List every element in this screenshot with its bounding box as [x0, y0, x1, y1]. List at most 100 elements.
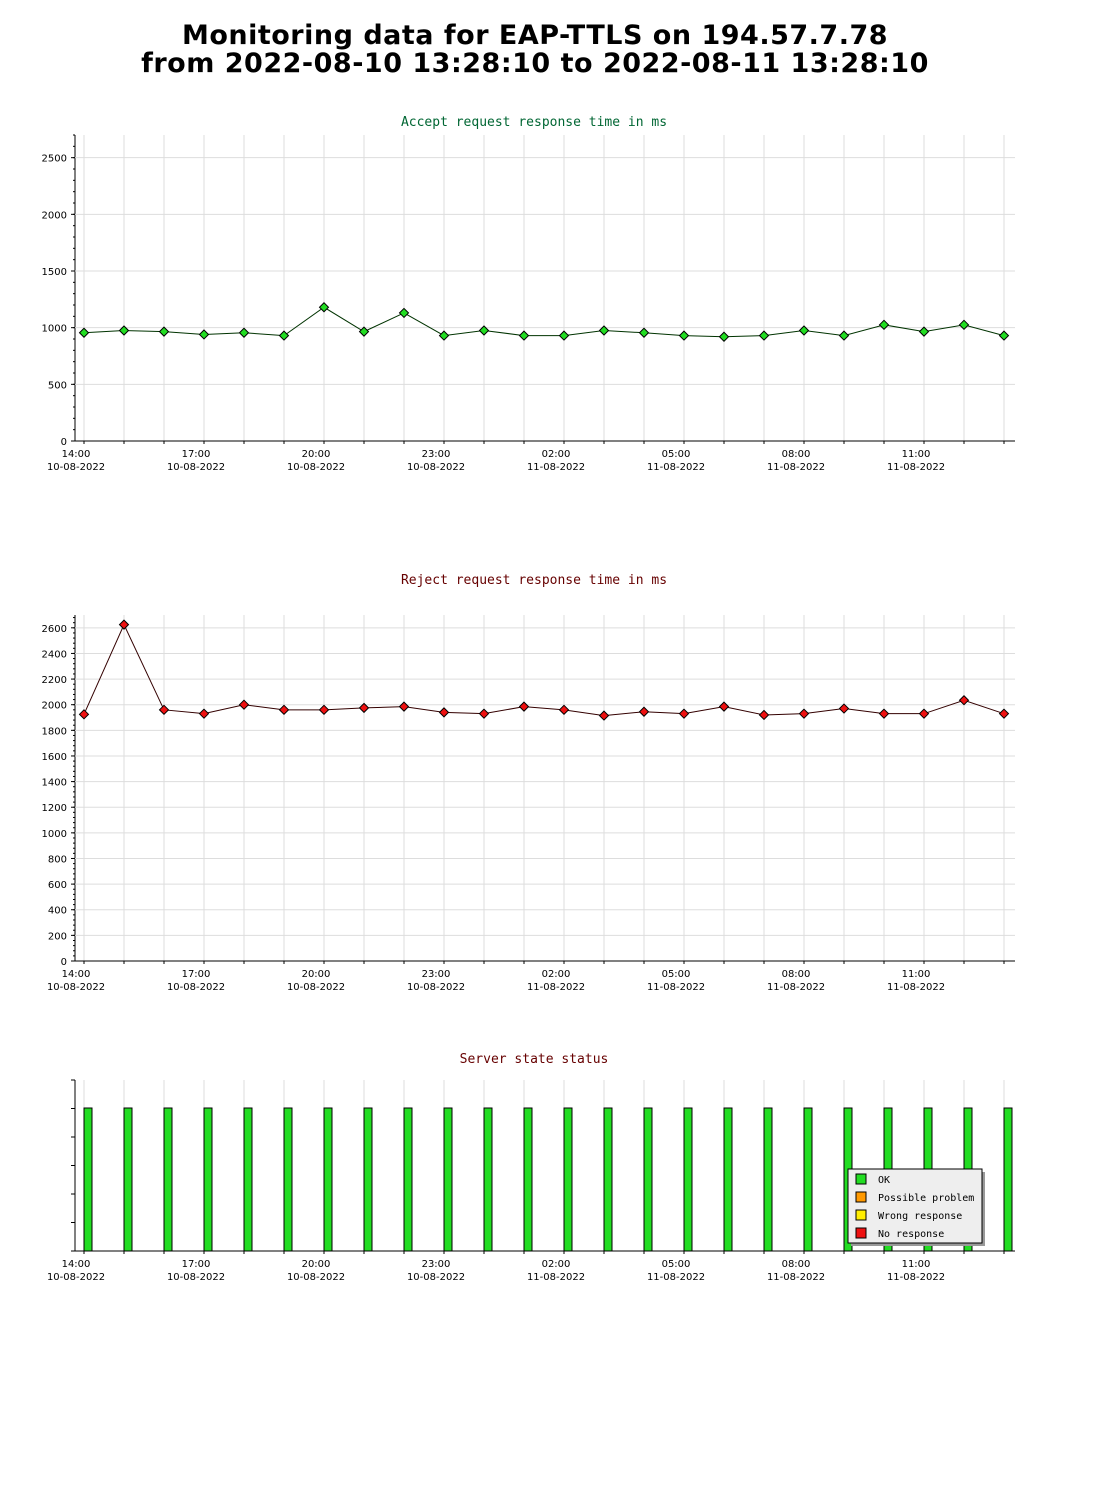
- chart-1-x-label-date: 11-08-2022: [527, 982, 585, 993]
- chart-1-x-label-time: 17:00: [182, 969, 211, 980]
- chart-0-point: [78, 327, 90, 338]
- chart-1-point: [398, 701, 410, 712]
- chart-2-x-label-date: 10-08-2022: [47, 1272, 105, 1283]
- chart-1-y-label: 1000: [42, 829, 67, 840]
- chart-0-x-label-time: 23:00: [422, 449, 451, 460]
- chart-1-point: [758, 709, 770, 721]
- chart-1-x-label-date: 10-08-2022: [407, 982, 465, 993]
- chart-2-x-label-time: 20:00: [302, 1259, 331, 1270]
- chart-1-x-label-date: 10-08-2022: [47, 982, 105, 993]
- chart-1-title: Reject request response time in ms: [401, 573, 667, 588]
- chart-1-x-label-date: 11-08-2022: [887, 982, 945, 993]
- chart-1-point: [638, 706, 650, 717]
- chart-1-y-label: 800: [48, 854, 67, 865]
- chart-0-point: [678, 330, 690, 341]
- chart-0-x-label-time: 02:00: [542, 449, 571, 460]
- chart-1-point: [198, 708, 210, 719]
- chart-1-x-label-time: 02:00: [542, 969, 571, 980]
- chart-1-y-label: 2200: [42, 675, 67, 686]
- chart-2-x-label-time: 11:00: [902, 1259, 931, 1270]
- chart-1-y-label: 1400: [42, 778, 67, 789]
- chart-1-point: [158, 704, 170, 716]
- chart-1-point: [238, 699, 250, 710]
- chart-0-point: [638, 327, 650, 338]
- chart-2-bar: [203, 1107, 213, 1252]
- chart-2-x-label-time: 23:00: [422, 1259, 451, 1270]
- chart-0-point: [918, 326, 930, 337]
- chart-1-point: [558, 704, 570, 716]
- chart-2-bar: [363, 1107, 373, 1252]
- chart-1-point: [878, 708, 890, 719]
- chart-1-point: [118, 619, 130, 630]
- chart-2-bar: [683, 1107, 693, 1252]
- chart-1-y-label: 200: [48, 931, 67, 942]
- chart-0-point: [398, 307, 410, 319]
- chart-2-x-label-time: 17:00: [182, 1259, 211, 1270]
- chart-2-title: Server state status: [460, 1052, 609, 1067]
- chart-2-x-label-date: 10-08-2022: [167, 1272, 225, 1283]
- page-title-line1: Monitoring data for EAP-TTLS on 194.57.7…: [181, 20, 889, 51]
- chart-1-y-label: 2400: [42, 649, 67, 660]
- chart-0-point: [118, 325, 130, 336]
- chart-2-bar: [403, 1107, 413, 1252]
- chart-1-point: [318, 704, 330, 716]
- chart-1-x-label-time: 14:00: [62, 969, 91, 980]
- chart-1-point: [278, 704, 290, 716]
- chart-1-y-label: 2000: [42, 701, 67, 712]
- chart-0-x-label-time: 17:00: [182, 449, 211, 460]
- chart-2-bar: [443, 1107, 453, 1252]
- chart-2-bar: [323, 1107, 333, 1252]
- chart-0-point: [318, 302, 330, 313]
- chart-0-point: [958, 319, 970, 331]
- chart-0-x-label-date: 10-08-2022: [287, 462, 345, 473]
- chart-2-x-label-time: 05:00: [662, 1259, 691, 1270]
- chart-0-point: [238, 327, 250, 338]
- chart-1-series-line: [83, 623, 1005, 717]
- chart-0-point: [598, 325, 610, 336]
- legend-label: No response: [878, 1229, 944, 1240]
- chart-1-point: [958, 695, 970, 706]
- chart-1-x-label-date: 11-08-2022: [647, 982, 705, 993]
- chart-1-point: [438, 707, 450, 718]
- chart-1-point: [78, 709, 90, 720]
- chart-0-x-label-date: 10-08-2022: [167, 462, 225, 473]
- chart-1-x-label-time: 05:00: [662, 969, 691, 980]
- chart-0-series-line: [83, 306, 1005, 338]
- chart-1-point: [678, 708, 690, 719]
- chart-2-bar: [83, 1107, 93, 1252]
- chart-0-point: [198, 329, 210, 340]
- chart-2-bar: [723, 1107, 733, 1252]
- chart-0-x-label-date: 11-08-2022: [887, 462, 945, 473]
- chart-0-x-label-date: 10-08-2022: [407, 462, 465, 473]
- chart-0-point: [518, 330, 530, 341]
- chart-1-y-label: 400: [48, 906, 67, 917]
- chart-2-bar: [523, 1107, 533, 1252]
- chart-1-y-label: 2600: [42, 624, 67, 635]
- chart-2-x-label-date: 11-08-2022: [887, 1272, 945, 1283]
- page-title-line2: from 2022-08-10 13:28:10 to 2022-08-11 1…: [141, 48, 929, 79]
- chart-1-x-label-date: 11-08-2022: [767, 982, 825, 993]
- chart-1-point: [598, 710, 610, 721]
- legend-box: [847, 1168, 983, 1244]
- chart-0-point: [158, 326, 170, 337]
- chart-2-x-label-time: 02:00: [542, 1259, 571, 1270]
- chart-0-point: [478, 325, 490, 336]
- legend-label: OK: [878, 1175, 890, 1186]
- legend-swatch: [855, 1227, 867, 1239]
- chart-0-point: [558, 330, 570, 341]
- chart-1-x-label-time: 20:00: [302, 969, 331, 980]
- legend-swatch: [855, 1191, 867, 1203]
- chart-1-point: [918, 708, 930, 719]
- chart-0-y-label: 0: [61, 437, 67, 448]
- chart-0-point: [998, 330, 1010, 341]
- chart-2-x-label-time: 08:00: [782, 1259, 811, 1270]
- chart-1-point: [838, 703, 850, 714]
- chart-2-x-label-date: 10-08-2022: [407, 1272, 465, 1283]
- chart-2-bar: [283, 1107, 293, 1252]
- chart-1-point: [478, 708, 490, 719]
- chart-0-x-label-date: 11-08-2022: [767, 462, 825, 473]
- chart-0-x-label-time: 05:00: [662, 449, 691, 460]
- chart-1-x-label-date: 10-08-2022: [167, 982, 225, 993]
- chart-0-x-label-time: 11:00: [902, 449, 931, 460]
- chart-0-point: [278, 330, 290, 341]
